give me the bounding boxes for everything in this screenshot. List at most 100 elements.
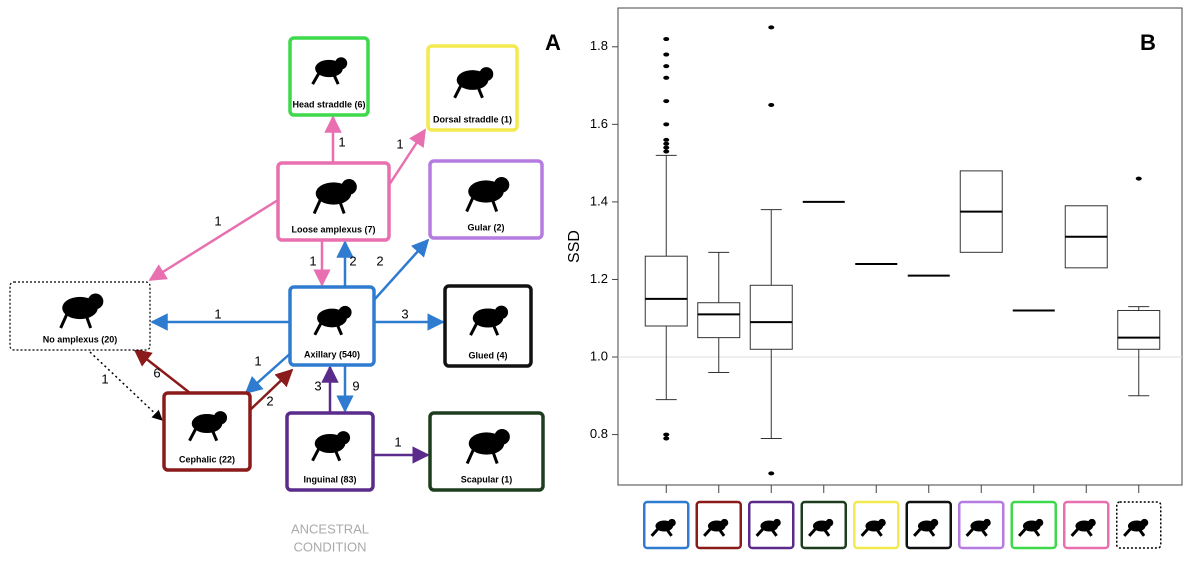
icon — [469, 323, 500, 336]
node-label: Inguinal (83) — [303, 474, 356, 484]
node-label: Scapular (1) — [461, 474, 513, 484]
y-tick-label: 1.6 — [590, 116, 608, 131]
panel-label: B — [1140, 30, 1156, 55]
icon — [965, 528, 988, 537]
outlier — [768, 25, 775, 30]
outlier — [663, 37, 670, 42]
icon — [720, 518, 729, 527]
panel-label: A — [545, 30, 561, 55]
icon — [479, 67, 494, 81]
node-label: No amplexus (20) — [43, 334, 118, 344]
icon — [930, 518, 939, 527]
icon — [312, 199, 346, 215]
y-tick-label: 1.4 — [590, 193, 608, 208]
node-label: Loose amplexus (7) — [291, 224, 375, 234]
icon — [1018, 528, 1041, 537]
icon — [494, 305, 509, 319]
icon — [338, 305, 352, 319]
outlier — [768, 102, 775, 107]
node-label: Head straddle (6) — [292, 99, 365, 109]
edge-label: 2 — [349, 253, 356, 268]
icon — [755, 528, 778, 537]
icon — [341, 179, 357, 195]
edge-label: 1 — [101, 371, 108, 386]
icon — [703, 528, 726, 537]
y-tick-label: 1.0 — [590, 348, 608, 363]
icon — [1035, 518, 1044, 527]
icon — [1123, 528, 1146, 537]
icon — [313, 322, 343, 336]
icon — [650, 528, 673, 537]
outlier — [663, 137, 670, 142]
edge-label: 1 — [338, 134, 345, 149]
note: CONDITION — [294, 539, 367, 554]
icon — [668, 518, 676, 527]
icon — [213, 411, 228, 425]
box — [697, 302, 741, 339]
icon — [465, 197, 499, 213]
icon — [335, 57, 348, 70]
node-label: Gular (2) — [467, 222, 504, 232]
outlier — [663, 141, 670, 146]
icon — [87, 293, 104, 310]
icon — [808, 528, 831, 537]
outlier — [663, 52, 670, 57]
icon — [1070, 528, 1093, 537]
icon — [878, 518, 886, 527]
icon — [825, 518, 834, 527]
edge-label: 6 — [153, 365, 160, 380]
node-label: Glued (4) — [468, 350, 507, 360]
outlier — [663, 145, 670, 150]
edge — [373, 238, 430, 301]
node-label: Dorsal straddle (1) — [433, 114, 512, 124]
edge-label: 9 — [352, 378, 359, 393]
outlier — [663, 432, 670, 437]
icon — [1088, 518, 1096, 527]
edge — [89, 351, 163, 421]
node-label: Axillary (540) — [304, 349, 360, 359]
outlier — [663, 99, 670, 104]
icon — [494, 429, 510, 445]
outlier — [663, 122, 670, 127]
edge — [148, 198, 279, 282]
y-tick-label: 0.8 — [590, 426, 608, 441]
box — [1117, 309, 1161, 350]
edge — [249, 368, 294, 411]
plot-frame — [617, 7, 1183, 486]
edge-label: 1 — [214, 306, 221, 321]
icon — [311, 72, 340, 85]
icon — [1140, 518, 1149, 527]
outlier — [768, 471, 775, 476]
edge-label: 1 — [394, 434, 401, 449]
edge-label: 3 — [401, 306, 408, 321]
icon — [913, 528, 936, 537]
icon — [860, 528, 883, 537]
outlier — [1135, 176, 1142, 181]
icon — [188, 428, 219, 442]
edge — [244, 351, 293, 395]
icon — [336, 431, 351, 445]
icon — [453, 85, 484, 99]
edge-label: 1 — [309, 253, 316, 268]
y-tick-label: 1.8 — [590, 38, 608, 53]
edge-label: 1 — [396, 136, 403, 151]
outlier — [663, 149, 670, 154]
icon — [983, 518, 991, 527]
icon — [773, 518, 781, 527]
edge-label: 1 — [254, 353, 261, 368]
y-tick-label: 1.2 — [590, 271, 608, 286]
icon — [311, 448, 342, 462]
edge — [133, 348, 191, 394]
edge — [387, 128, 427, 186]
icon — [465, 449, 499, 465]
note: ANCESTRAL — [291, 521, 369, 536]
outlier — [663, 75, 670, 80]
edge-label: 2 — [376, 253, 383, 268]
node-label: Cephalic (22) — [179, 454, 235, 464]
edge-label: 2 — [266, 393, 273, 408]
box — [749, 284, 793, 350]
outlier — [663, 64, 670, 69]
outlier — [663, 436, 670, 441]
box — [644, 255, 688, 327]
